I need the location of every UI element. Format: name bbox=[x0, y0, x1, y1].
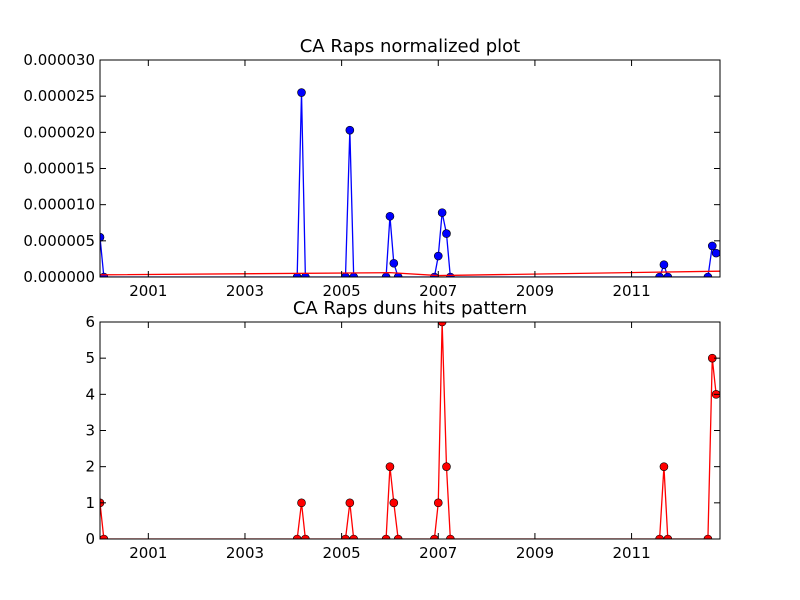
x-tick-label: 2005 bbox=[323, 544, 361, 562]
chart-title: CA Raps normalized plot bbox=[300, 36, 521, 57]
x-tick-label: 2011 bbox=[612, 282, 650, 300]
data-point bbox=[393, 534, 403, 539]
chart-title: CA Raps duns hits pattern bbox=[293, 298, 527, 319]
axis-ticks: 2001 2003 2005 2007 2009 2011 0.000000 0.000005… bbox=[23, 51, 720, 300]
x-tick-label: 2003 bbox=[226, 544, 264, 562]
y-tick-label: 0.000000 bbox=[23, 268, 95, 286]
data-point bbox=[711, 248, 720, 258]
x-tick-label: 2003 bbox=[226, 282, 264, 300]
y-tick-label: 0.000020 bbox=[23, 123, 95, 141]
data-point bbox=[389, 498, 399, 508]
data-point bbox=[297, 498, 306, 508]
data-point bbox=[292, 534, 302, 539]
data-point bbox=[655, 272, 664, 277]
x-tick-label: 2001 bbox=[129, 282, 167, 300]
data-point bbox=[663, 534, 673, 539]
y-tick-label: 0.000005 bbox=[23, 232, 95, 250]
normalized-plot: CA Raps normalized plot 2001 2003 2005 2007… bbox=[23, 36, 721, 300]
x-tick-label: 2007 bbox=[419, 544, 457, 562]
data-point bbox=[381, 534, 391, 539]
x-tick-label: 2009 bbox=[516, 544, 554, 562]
y-tick-label: 0.000025 bbox=[23, 87, 95, 105]
plot-area bbox=[100, 322, 720, 539]
data-point bbox=[345, 498, 355, 508]
x-tick-label: 2001 bbox=[129, 544, 167, 562]
data-point bbox=[446, 534, 455, 539]
x-tick-label: 2011 bbox=[612, 544, 650, 562]
data-point bbox=[389, 258, 399, 268]
data-point bbox=[703, 272, 713, 277]
data-point bbox=[345, 125, 355, 135]
data-point bbox=[433, 498, 443, 508]
data-point bbox=[655, 534, 664, 539]
data-point bbox=[430, 534, 439, 539]
data-point bbox=[433, 251, 443, 261]
y-tick-label: 3 bbox=[85, 422, 95, 440]
data-point bbox=[100, 534, 109, 539]
data-point bbox=[341, 534, 350, 539]
y-tick-label: 0.000010 bbox=[23, 196, 95, 214]
y-tick-label: 6 bbox=[85, 313, 95, 331]
data-point bbox=[437, 208, 447, 217]
y-tick-label: 0.000015 bbox=[23, 160, 95, 178]
y-tick-label: 4 bbox=[85, 385, 95, 403]
data-point bbox=[703, 534, 713, 539]
x-tick-label: 2007 bbox=[419, 282, 457, 300]
y-tick-label: 1 bbox=[85, 494, 95, 512]
data-point bbox=[385, 211, 395, 221]
x-tick-label: 2005 bbox=[323, 282, 361, 300]
data-point bbox=[663, 272, 673, 277]
x-tick-label: 2009 bbox=[516, 282, 554, 300]
data-point bbox=[707, 241, 717, 251]
data-point bbox=[437, 322, 447, 327]
series-line bbox=[100, 322, 717, 539]
axis-ticks: 2001 2003 2005 2007 2009 2011 0 1 2 3 4 5 6 bbox=[85, 313, 720, 562]
data-point bbox=[100, 232, 105, 242]
y-tick-label: 2 bbox=[85, 458, 95, 476]
data-point bbox=[659, 260, 669, 270]
data-point bbox=[659, 462, 669, 471]
data-point bbox=[385, 462, 395, 471]
data-point bbox=[442, 462, 451, 471]
data-point bbox=[297, 88, 306, 97]
data-point bbox=[301, 534, 310, 539]
y-tick-label: 0 bbox=[85, 530, 95, 548]
data-point bbox=[349, 534, 358, 539]
data-point bbox=[442, 229, 451, 238]
duns-hits-pattern: CA Raps duns hits pattern 2001 2003 2005 20… bbox=[85, 298, 721, 562]
y-tick-label: 0.000030 bbox=[23, 51, 95, 69]
y-tick-label: 5 bbox=[85, 349, 95, 367]
